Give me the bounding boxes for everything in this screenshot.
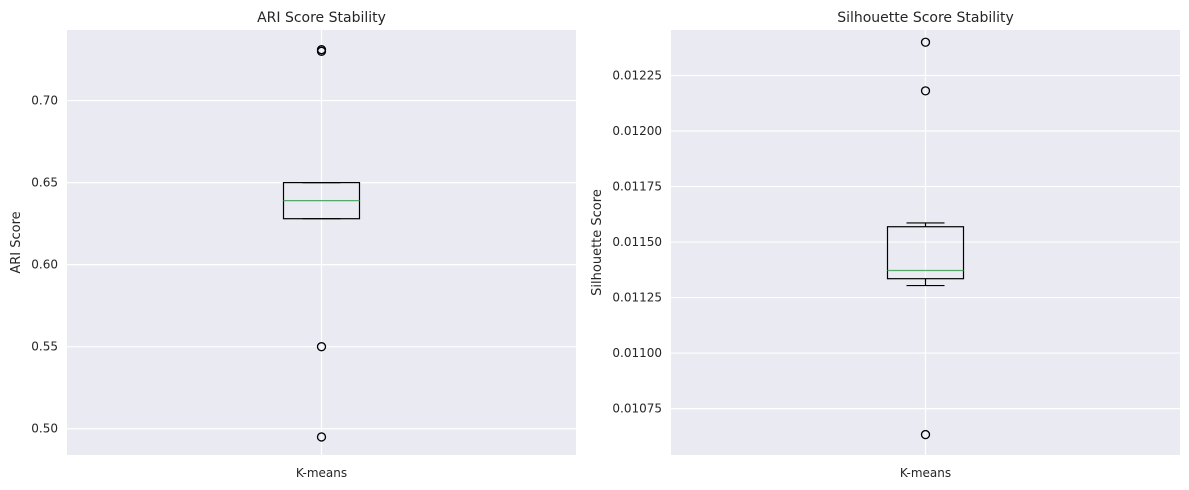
outlier-point xyxy=(316,45,327,55)
chart-title: Silhouette Score Stability xyxy=(837,10,1014,26)
outlier-point xyxy=(316,432,327,442)
iqr-box xyxy=(886,226,965,280)
chart-panel-1: 0.50 0.55 0.60 0.65 0.70 K-means ARI Score Sta… xyxy=(9,10,576,480)
outlier-point xyxy=(316,342,327,352)
y-tick-label: 0.55 xyxy=(31,340,58,354)
y-tick-label: 0.01225 xyxy=(612,69,662,83)
y-tick-label: 0.60 xyxy=(31,258,58,272)
y-tick-label: 0.01100 xyxy=(612,346,662,360)
y-tick-label: 0.01125 xyxy=(612,291,662,305)
outlier-point xyxy=(920,86,931,96)
chart-panel-2: 0.01075 0.01100 0.01125 0.01150 0.01175 0.012… xyxy=(590,10,1180,480)
y-tick-label: 0.50 xyxy=(31,422,58,436)
y-axis-label: ARI Score xyxy=(9,211,24,273)
outlier-point xyxy=(920,429,931,440)
y-tick-label: 0.01175 xyxy=(612,180,662,194)
x-tick-label: K-means xyxy=(296,466,347,480)
y-tick-label: 0.65 xyxy=(31,176,58,190)
y-tick-label: 0.01150 xyxy=(612,235,662,249)
y-tick-label: 0.70 xyxy=(31,94,58,108)
y-tick-label: 0.01200 xyxy=(612,124,662,138)
y-axis-label: Silhouette Score xyxy=(590,189,605,296)
chart-title: ARI Score Stability xyxy=(257,10,386,26)
outlier-point xyxy=(920,37,931,47)
y-tick-label: 0.01075 xyxy=(612,402,662,416)
x-tick-label: K-means xyxy=(900,466,951,480)
